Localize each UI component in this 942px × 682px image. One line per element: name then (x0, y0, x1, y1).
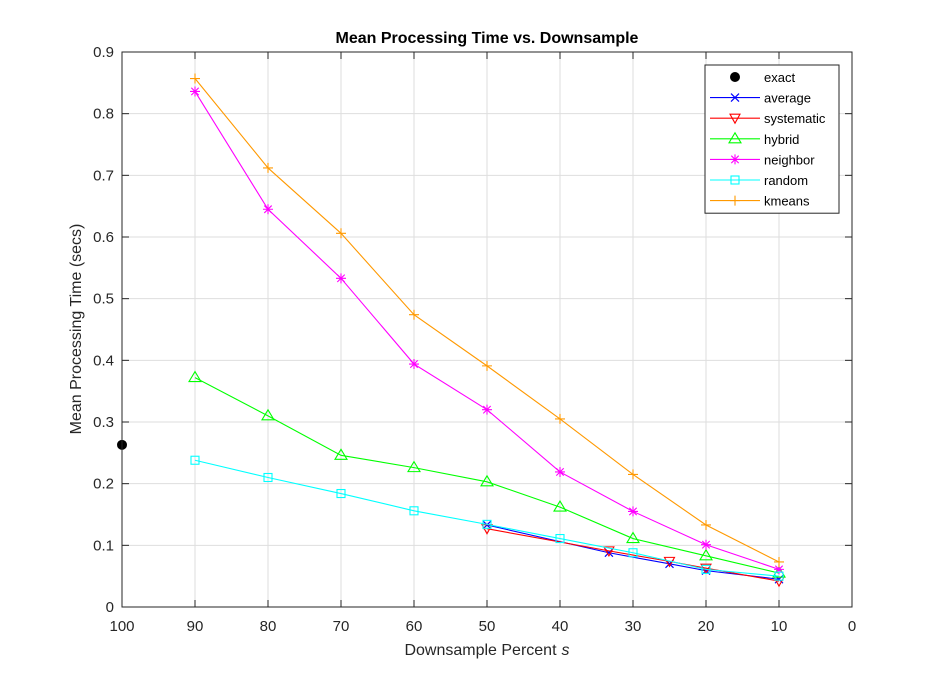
data-point-kmeans (628, 469, 638, 480)
y-ticks: 0 0.1 0.2 0.3 0.4 0.5 0.6 0.7 0.8 0.9 (93, 44, 852, 616)
legend-label-exact: exact (764, 70, 795, 85)
series-neighbor (190, 86, 784, 575)
legend-item-exact[interactable]: exact (730, 70, 796, 85)
legend-marker-neighbor (730, 154, 740, 165)
data-point-neighbor (701, 539, 711, 550)
legend-marker-random (730, 175, 740, 185)
y-tick-label: 0.8 (93, 106, 114, 123)
data-point-kmeans (336, 228, 346, 239)
y-tick-label: 0.2 (93, 476, 114, 493)
data-point-neighbor (190, 86, 200, 97)
data-point-hybrid (553, 500, 567, 512)
data-point-neighbor (482, 404, 492, 415)
data-point-random (555, 533, 565, 544)
data-point-kmeans (555, 413, 565, 424)
legend-label-kmeans: kmeans (764, 194, 810, 209)
x-tick-label: 70 (333, 618, 350, 635)
x-tick-label: 40 (552, 618, 569, 635)
x-tick-label: 100 (109, 618, 134, 635)
data-point-hybrid (261, 408, 275, 421)
data-point-hybrid (699, 548, 713, 561)
x-tick-label: 10 (771, 618, 788, 635)
x-tick-label: 0 (848, 618, 856, 635)
y-tick-label: 0.1 (93, 537, 114, 554)
legend-item-average[interactable]: average (710, 91, 811, 106)
series-layer (117, 73, 786, 588)
legend-label-neighbor: neighbor (764, 152, 815, 167)
data-point-hybrid (188, 370, 202, 383)
legend-marker-kmeans (730, 195, 740, 206)
y-axis-label: Mean Processing Time (secs) (68, 224, 85, 435)
y-tick-label: 0.4 (93, 352, 114, 369)
y-tick-label: 0.6 (93, 229, 114, 246)
x-ticks: 100 90 80 70 60 50 40 30 20 10 0 (109, 52, 856, 635)
x-axis-label-text: Downsample Percent (404, 642, 557, 659)
data-point-neighbor (555, 466, 565, 477)
data-point-kmeans (701, 519, 711, 530)
data-point-neighbor (336, 273, 346, 284)
data-point-hybrid (626, 531, 640, 544)
x-tick-label: 90 (187, 618, 204, 635)
y-tick-label: 0.9 (93, 44, 114, 61)
data-point-random (482, 519, 492, 529)
chart-title: Mean Processing Time vs. Downsample (336, 30, 639, 47)
data-point-random (409, 506, 419, 516)
legend-label-hybrid: hybrid (764, 132, 799, 147)
data-point-random (774, 571, 784, 581)
data-point-kmeans (263, 162, 273, 173)
y-tick-label: 0.3 (93, 414, 114, 431)
legend-label-random: random (764, 173, 808, 188)
y-tick-label: 0.7 (93, 167, 114, 184)
legend-label-systematic: systematic (764, 111, 826, 126)
data-point-kmeans (774, 556, 784, 567)
series-hybrid (188, 370, 786, 578)
legend-marker-systematic (729, 113, 741, 125)
legend[interactable]: exact average systematic hybrid neighbor rand… (704, 64, 840, 214)
x-tick-label: 50 (479, 618, 496, 635)
data-point-neighbor (774, 564, 784, 575)
data-point-neighbor (628, 506, 638, 517)
x-axis-label: Downsample Percent s (404, 642, 569, 659)
data-point-hybrid (480, 474, 494, 487)
data-point-random (190, 455, 200, 465)
x-tick-label: 60 (406, 618, 423, 635)
series-kmeans (190, 73, 784, 567)
data-point-kmeans (409, 309, 419, 320)
legend-items: exact average systematic hybrid neighbor rand… (710, 70, 826, 209)
x-axis-label-variable: s (562, 642, 570, 659)
data-point-random (263, 472, 273, 483)
x-tick-label: 20 (698, 618, 715, 635)
data-point-neighbor (409, 359, 419, 370)
data-point-hybrid (334, 448, 348, 460)
legend-marker-average (730, 93, 740, 103)
legend-item-hybrid[interactable]: hybrid (710, 131, 799, 147)
legend-item-systematic[interactable]: systematic (710, 111, 826, 126)
legend-item-random[interactable]: random (710, 173, 808, 188)
data-point-kmeans (482, 360, 492, 371)
x-tick-label: 80 (260, 618, 277, 635)
data-point-kmeans (190, 73, 200, 84)
legend-marker-exact (730, 72, 740, 82)
legend-label-average: average (764, 91, 811, 106)
series-line-hybrid (194, 377, 780, 574)
legend-marker-hybrid (728, 131, 742, 144)
x-tick-label: 30 (625, 618, 642, 635)
series-random (190, 455, 784, 581)
legend-item-kmeans[interactable]: kmeans (710, 194, 810, 209)
legend-item-neighbor[interactable]: neighbor (710, 152, 815, 167)
data-point-random (336, 488, 346, 499)
data-point-random (628, 548, 638, 558)
y-tick-label: 0.5 (93, 291, 114, 308)
data-point-neighbor (263, 204, 273, 215)
series-line-random (194, 459, 780, 577)
y-tick-label: 0 (106, 599, 114, 616)
data-point-systematic (602, 546, 615, 558)
data-point-random (701, 564, 711, 574)
data-point-hybrid (407, 460, 421, 473)
